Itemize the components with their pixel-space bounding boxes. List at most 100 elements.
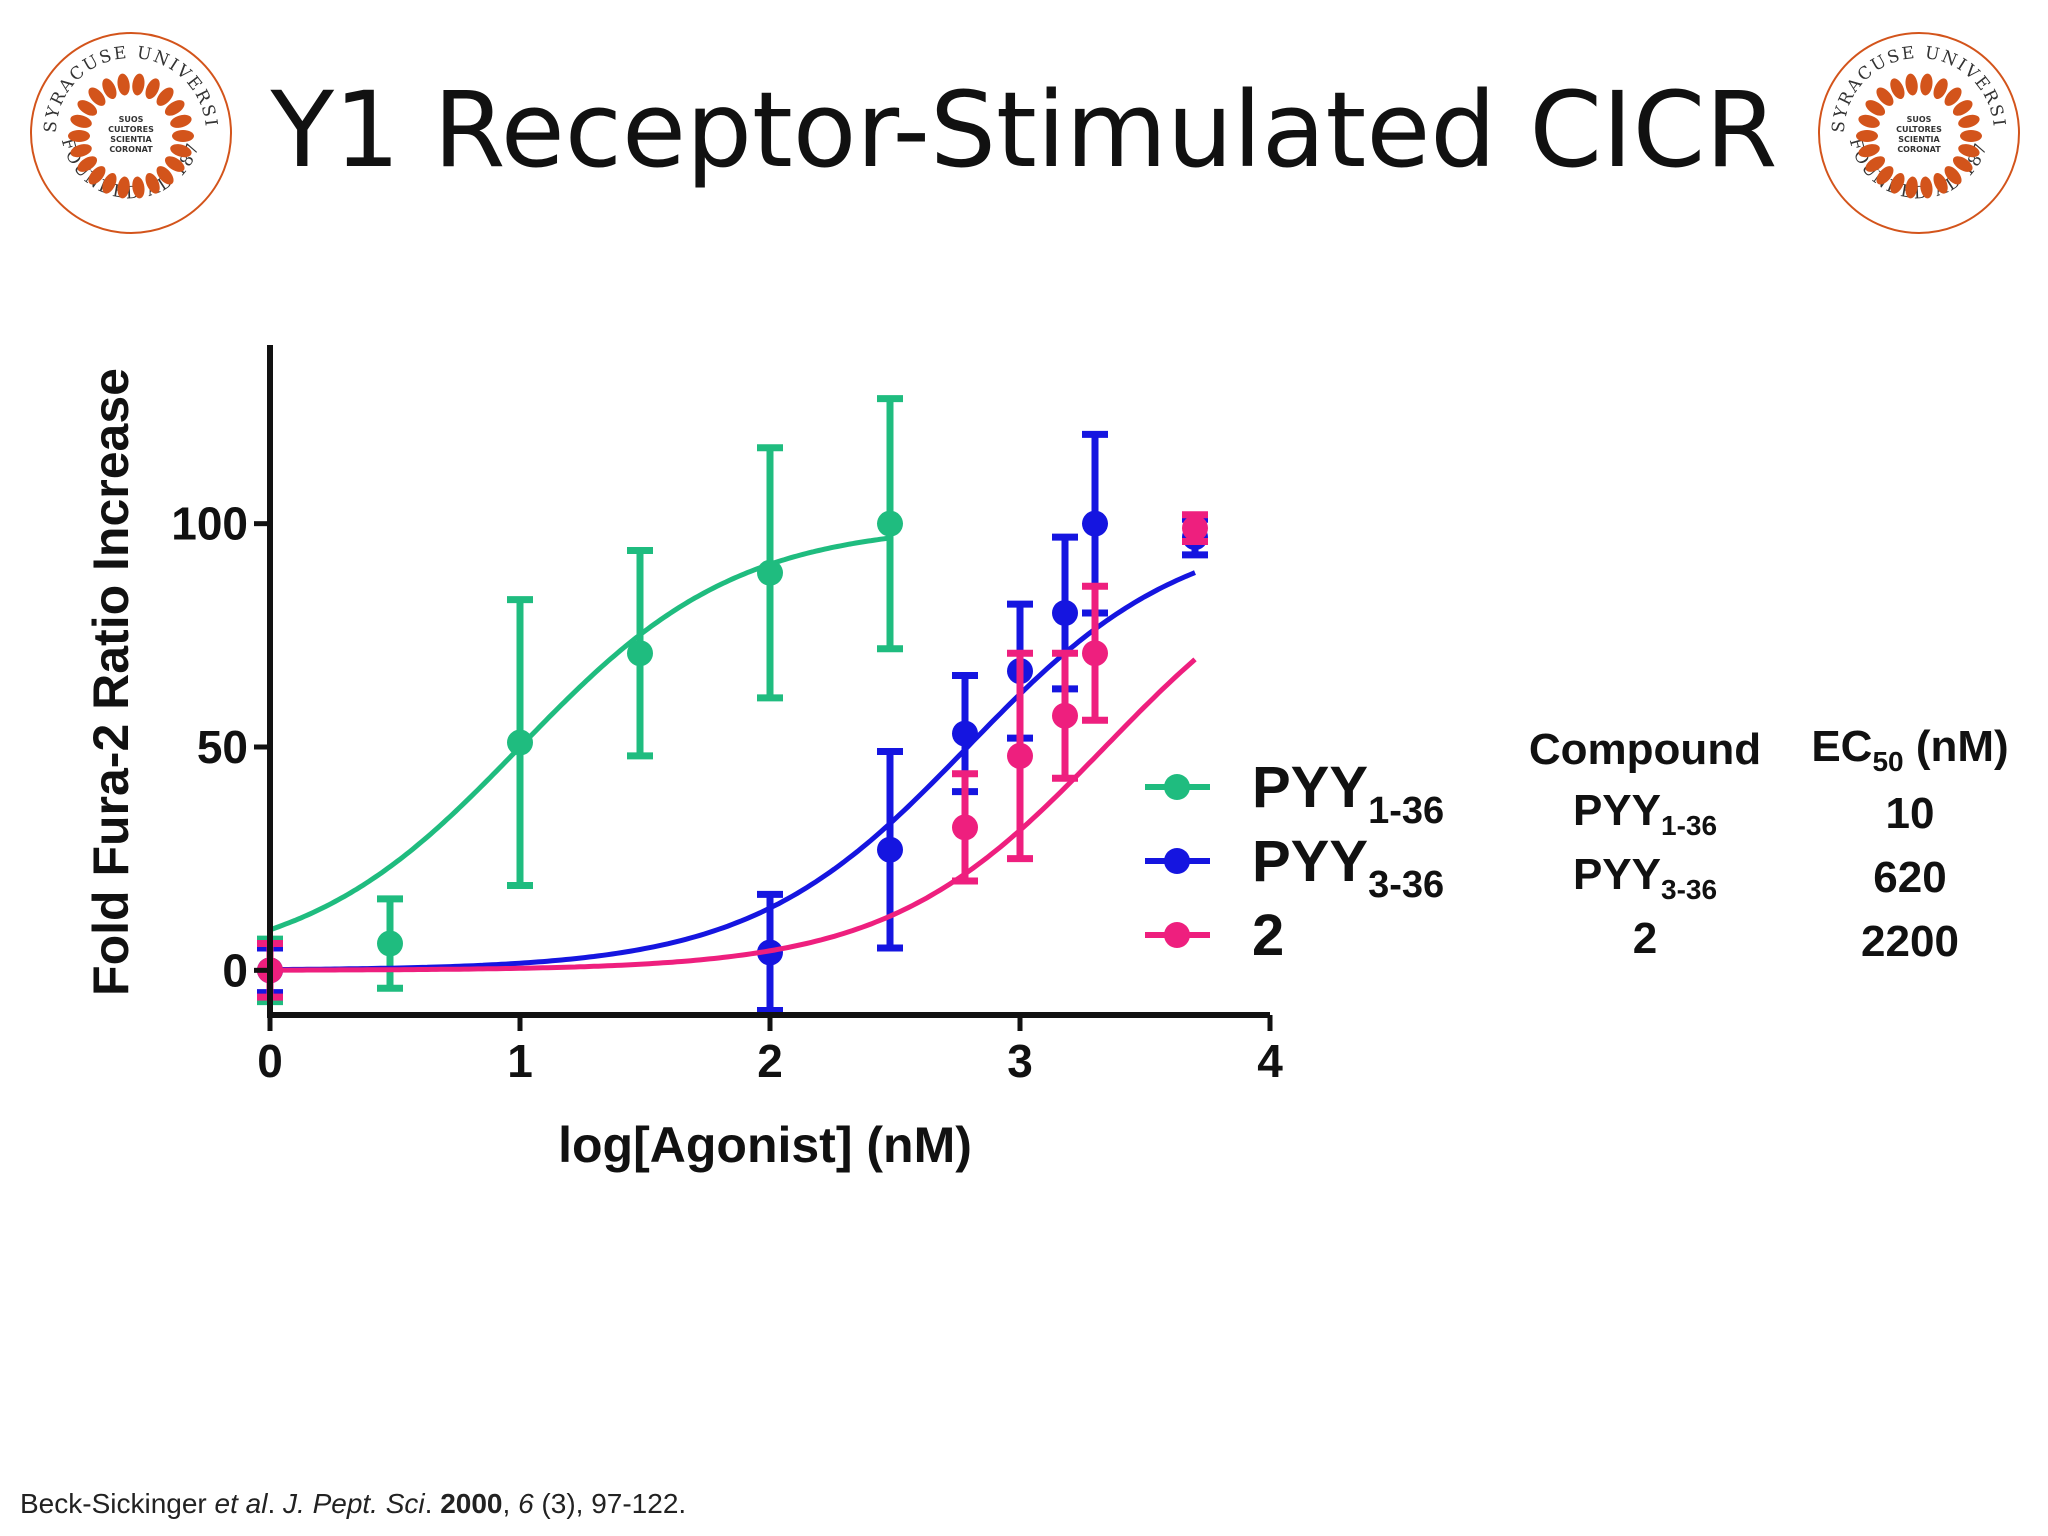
seal-laurel-leaf xyxy=(1944,87,1962,106)
data-point xyxy=(877,836,903,863)
ec50-table: Compound EC50 (nM) PYY1-36 10 PYY3-36 62… xyxy=(1500,718,2030,974)
data-point xyxy=(877,510,903,537)
x-tick-label: 3 xyxy=(1007,1035,1033,1087)
ec50-row-compound-name: PYY xyxy=(1572,786,1661,835)
seal-logo-icon: SYRACUSE UNIVERSITY FOUNDED AD 1870 SUOS… xyxy=(26,28,232,234)
citation-year: 2000 xyxy=(440,1488,503,1519)
citation: Beck-Sickinger et al. J. Pept. Sci. 2000… xyxy=(20,1488,686,1520)
ec50-row-compound-sub: 1-36 xyxy=(1661,810,1718,841)
legend-label-sub: 1-36 xyxy=(1368,790,1444,832)
citation-sep: . xyxy=(424,1488,441,1519)
seal-laurel-leaf xyxy=(1958,144,1980,158)
data-point xyxy=(377,930,403,957)
legend-label: PYY3-36 xyxy=(1252,829,1444,906)
seal-laurel-leaf xyxy=(1865,100,1886,116)
ec50-row-value: 10 xyxy=(1885,789,1935,838)
seal-laurel-leaf xyxy=(1890,78,1905,100)
seal-laurel-leaf xyxy=(77,100,98,116)
seal-laurel-leaf xyxy=(1858,114,1880,128)
seal-laurel-leaf xyxy=(77,156,98,172)
x-tick-label: 2 xyxy=(757,1035,783,1087)
legend-marker xyxy=(1164,774,1190,800)
seal-laurel-leaf xyxy=(88,166,106,185)
seal-laurel-leaf xyxy=(1876,87,1894,106)
seal-laurel-leaf xyxy=(1865,156,1886,172)
ec50-header-ec-sub: 50 xyxy=(1872,746,1904,777)
citation-volume: 6 xyxy=(518,1488,534,1519)
seal-motto-4: CORONAT xyxy=(109,145,153,154)
seal-laurel-leaf xyxy=(1905,73,1918,96)
ec50-table-row: 2 2200 xyxy=(1500,910,2030,974)
seal-motto-1: SUOS xyxy=(1907,115,1932,124)
ec50-header-ec: EC50 (nM) xyxy=(1790,722,2030,778)
ec50-table-header: Compound EC50 (nM) xyxy=(1500,718,2030,782)
seal-wreath xyxy=(1856,73,1982,199)
seal-laurel-leaf xyxy=(1952,156,1973,172)
citation-etal: et al xyxy=(214,1488,268,1519)
seal-laurel-leaf xyxy=(170,144,192,158)
seal-laurel-leaf xyxy=(132,73,145,96)
seal-motto-2: CULTORES xyxy=(108,125,154,134)
seal-laurel-leaf xyxy=(1933,172,1948,194)
data-point xyxy=(952,720,978,747)
ec50-table-row: PYY1-36 10 xyxy=(1500,782,2030,846)
legend-label-sub: 3-36 xyxy=(1368,864,1444,906)
seal-laurel-leaf xyxy=(1876,166,1894,185)
series-layer xyxy=(257,395,1208,1015)
x-tick-label: 0 xyxy=(257,1035,283,1087)
data-point xyxy=(757,559,783,586)
ec50-row-compound-sub: 3-36 xyxy=(1661,874,1718,905)
seal-motto-3: SCIENTIA xyxy=(1898,135,1940,144)
ec50-header-ec-unit: (nM) xyxy=(1903,722,2009,771)
citation-authors: Beck-Sickinger xyxy=(20,1488,215,1519)
data-point xyxy=(507,729,533,756)
seal-laurel-leaf xyxy=(145,172,160,194)
seal-laurel-leaf xyxy=(117,176,130,199)
ec50-row-compound: 2 xyxy=(1500,914,1790,970)
data-point xyxy=(1082,640,1108,667)
seal-laurel-leaf xyxy=(145,78,160,100)
seal-laurel-leaf xyxy=(1952,100,1973,116)
data-point xyxy=(1082,510,1108,537)
ec50-header-ec-text: EC xyxy=(1811,722,1873,771)
seal-laurel-leaf xyxy=(132,176,145,199)
fit-curve-0 xyxy=(269,535,891,933)
seal-laurel-leaf xyxy=(1944,166,1962,185)
citation-sep: , xyxy=(502,1488,519,1519)
data-point xyxy=(1052,600,1078,626)
seal-laurel-leaf xyxy=(1905,176,1918,199)
seal-laurel-leaf xyxy=(1933,78,1948,100)
seal-motto-2: CULTORES xyxy=(1896,125,1942,134)
syracuse-seal-right: SYRACUSE UNIVERSITY FOUNDED AD 1870 SUOS… xyxy=(1814,28,2024,238)
seal-laurel-leaf xyxy=(1920,73,1933,96)
seal-laurel-leaf xyxy=(156,87,174,106)
seal-border xyxy=(30,32,232,234)
seal-laurel-leaf xyxy=(1856,130,1878,142)
data-point xyxy=(1182,515,1208,542)
ec50-row-compound: PYY1-36 xyxy=(1500,786,1790,842)
y-axis-label: Fold Fura-2 Ratio Increase xyxy=(83,368,139,996)
x-axis-label: log[Agonist] (nM) xyxy=(558,1117,972,1173)
seal-laurel-leaf xyxy=(172,130,194,142)
citation-sep: . xyxy=(267,1488,284,1519)
data-point xyxy=(1052,702,1078,729)
seal-laurel-leaf xyxy=(1960,130,1982,142)
seal-wreath xyxy=(68,73,194,199)
slide-title: Y1 Receptor-Stimulated CICR xyxy=(270,69,1778,191)
seal-border xyxy=(1818,32,2020,234)
seal-laurel-leaf xyxy=(1890,172,1905,194)
ec50-table-row: PYY3-36 620 xyxy=(1500,846,2030,910)
fit-curve-2 xyxy=(270,657,1197,973)
ticks-layer: 0 1 2 3 4 0 50 100 xyxy=(171,498,1283,1087)
seal-laurel-leaf xyxy=(102,172,117,194)
legend-marker xyxy=(1164,848,1190,874)
ec50-row-compound-name: PYY xyxy=(1572,850,1661,899)
data-point xyxy=(1007,742,1033,769)
seal-motto-4: CORONAT xyxy=(1897,145,1941,154)
syracuse-seal-left: SYRACUSE UNIVERSITY FOUNDED AD 1870 SUOS… xyxy=(26,28,236,238)
seal-laurel-leaf xyxy=(68,130,90,142)
seal-motto-3: SCIENTIA xyxy=(110,135,152,144)
seal-logo-icon: SYRACUSE UNIVERSITY FOUNDED AD 1870 SUOS… xyxy=(1814,28,2020,234)
seal-laurel-leaf xyxy=(156,166,174,185)
